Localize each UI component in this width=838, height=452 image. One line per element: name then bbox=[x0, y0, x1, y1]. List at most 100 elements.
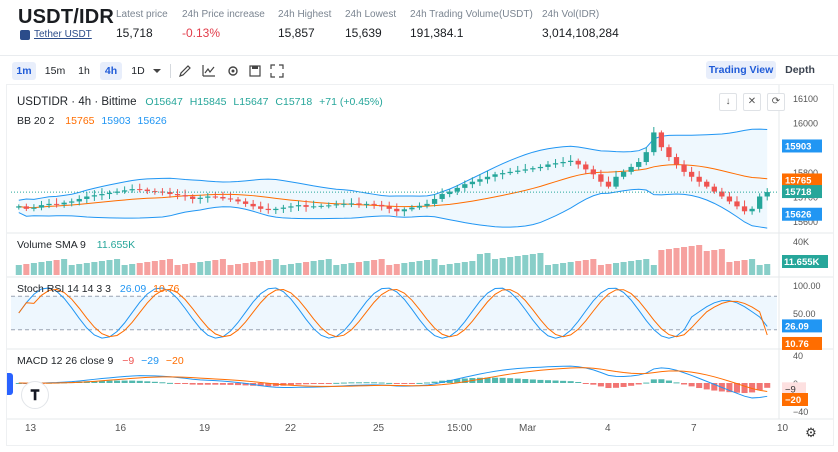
candle-body bbox=[265, 208, 271, 211]
macd-histogram-bar bbox=[318, 383, 325, 384]
volume-bar bbox=[665, 249, 672, 275]
close-icon[interactable]: ✕ bbox=[743, 93, 761, 111]
candle-body bbox=[288, 206, 294, 208]
indicator-icon[interactable] bbox=[202, 64, 216, 78]
volume-bar bbox=[325, 259, 332, 275]
stat-value: 3,014,108,284 bbox=[542, 26, 619, 40]
macd-histogram-bar bbox=[197, 383, 204, 385]
stat-value: 15,718 bbox=[116, 26, 153, 40]
candle-body bbox=[280, 207, 287, 209]
volume-bar bbox=[446, 264, 453, 275]
chevron-down-icon[interactable] bbox=[150, 64, 164, 78]
macd-histogram-bar bbox=[590, 383, 597, 385]
macd-histogram-bar bbox=[257, 383, 264, 387]
volume-bar bbox=[681, 247, 688, 275]
macd-histogram-bar bbox=[333, 382, 340, 384]
macd-histogram-bar bbox=[446, 379, 453, 383]
macd-axis-tick: 40 bbox=[793, 351, 803, 361]
pane-collapse-handle[interactable] bbox=[7, 373, 13, 395]
reset-icon[interactable]: ⟳ bbox=[767, 93, 785, 111]
volume-bar bbox=[295, 263, 302, 275]
candle-body bbox=[326, 205, 332, 207]
volume-bar bbox=[643, 259, 650, 275]
macd-histogram-bar bbox=[764, 383, 771, 388]
macd-histogram-bar bbox=[650, 379, 657, 383]
settings-gear-icon[interactable]: ⚙ bbox=[805, 425, 817, 440]
candle-body bbox=[613, 176, 619, 187]
volume-bar bbox=[38, 262, 45, 275]
candle-body bbox=[190, 196, 196, 199]
volume-bar bbox=[718, 249, 725, 275]
volume-bar bbox=[371, 260, 378, 275]
stat-value: -0.13% bbox=[182, 26, 221, 40]
depth-button[interactable]: Depth bbox=[785, 64, 815, 76]
volume-bar bbox=[416, 261, 423, 275]
timeframe-4h[interactable]: 4h bbox=[100, 62, 122, 80]
volume-bar bbox=[91, 262, 98, 275]
volume-bar bbox=[423, 260, 431, 275]
volume-bar bbox=[461, 262, 468, 275]
candle-body bbox=[129, 189, 135, 191]
candle-body bbox=[379, 204, 385, 207]
volume-bar bbox=[696, 245, 703, 275]
chart-area[interactable]: 1610016000159001580015700156001590315765… bbox=[6, 84, 834, 446]
volume-bar bbox=[590, 259, 597, 275]
tradingview-logo: 𝐓 bbox=[21, 381, 49, 409]
time-axis-tick: 4 bbox=[605, 423, 611, 434]
candle-body bbox=[726, 196, 733, 202]
token-link[interactable]: Tether USDT bbox=[20, 29, 92, 40]
save-icon[interactable] bbox=[248, 64, 262, 78]
trading-view-button[interactable]: Trading View bbox=[706, 61, 776, 79]
time-axis-tick: 22 bbox=[285, 423, 297, 434]
candle-body bbox=[568, 160, 574, 162]
volume-bar bbox=[522, 255, 529, 275]
macd-axis-tick: −40 bbox=[793, 407, 808, 417]
gear-icon[interactable] bbox=[226, 64, 240, 78]
pencil-icon[interactable] bbox=[178, 64, 192, 78]
volume-bar bbox=[552, 264, 559, 275]
volume-bar bbox=[537, 253, 544, 275]
arrow-down-icon[interactable]: ↓ bbox=[719, 93, 737, 111]
volume-bar bbox=[174, 265, 181, 275]
timeframe-1m[interactable]: 1m bbox=[12, 62, 36, 80]
volume-bar bbox=[567, 262, 574, 275]
token-icon bbox=[20, 29, 30, 40]
volume-axis-tick: 40K bbox=[793, 237, 809, 247]
candle-body bbox=[583, 164, 589, 170]
stat-latest-price: Latest price 15,718 bbox=[116, 9, 168, 40]
stoch-tag-d-bg bbox=[782, 336, 822, 350]
macd-histogram-bar bbox=[363, 382, 370, 384]
macd-histogram-bar bbox=[106, 380, 113, 383]
candle-body bbox=[242, 201, 249, 204]
ohlc-close: C15718 bbox=[275, 96, 313, 108]
macd-histogram-bar bbox=[303, 383, 310, 385]
token-link-label: Tether USDT bbox=[34, 29, 92, 40]
candle-body bbox=[121, 190, 128, 192]
macd-histogram-bar bbox=[431, 381, 438, 383]
candle-body bbox=[636, 162, 642, 167]
chart-canvas[interactable]: 1610016000159001580015700156001590315765… bbox=[7, 85, 833, 445]
volume-bar bbox=[98, 261, 105, 275]
candle-body bbox=[462, 184, 468, 188]
macd-histogram-bar bbox=[552, 380, 559, 383]
macd-histogram-bar bbox=[295, 383, 302, 385]
candle-body bbox=[38, 205, 45, 208]
macd-histogram-bar bbox=[507, 378, 514, 383]
price-axis-tick: 16000 bbox=[793, 119, 818, 129]
fullscreen-icon[interactable] bbox=[270, 64, 284, 78]
volume-bar bbox=[733, 261, 741, 275]
stat-label: 24h Vol(IDR) bbox=[542, 9, 600, 20]
volume-bar bbox=[454, 263, 461, 275]
macd-histogram-bar bbox=[688, 383, 695, 387]
candle-body bbox=[152, 191, 158, 193]
timeframe-15m[interactable]: 15m bbox=[44, 65, 66, 77]
timeframe-1h[interactable]: 1h bbox=[78, 65, 90, 77]
volume-bar bbox=[257, 261, 264, 275]
candle-body bbox=[69, 201, 75, 203]
candle-body bbox=[303, 205, 309, 207]
timeframe-1d[interactable]: 1D bbox=[131, 65, 145, 77]
volume-bar bbox=[23, 264, 30, 275]
volume-bar bbox=[484, 253, 491, 275]
candle-body bbox=[220, 196, 226, 199]
price-tag-mid-bg bbox=[782, 173, 822, 187]
